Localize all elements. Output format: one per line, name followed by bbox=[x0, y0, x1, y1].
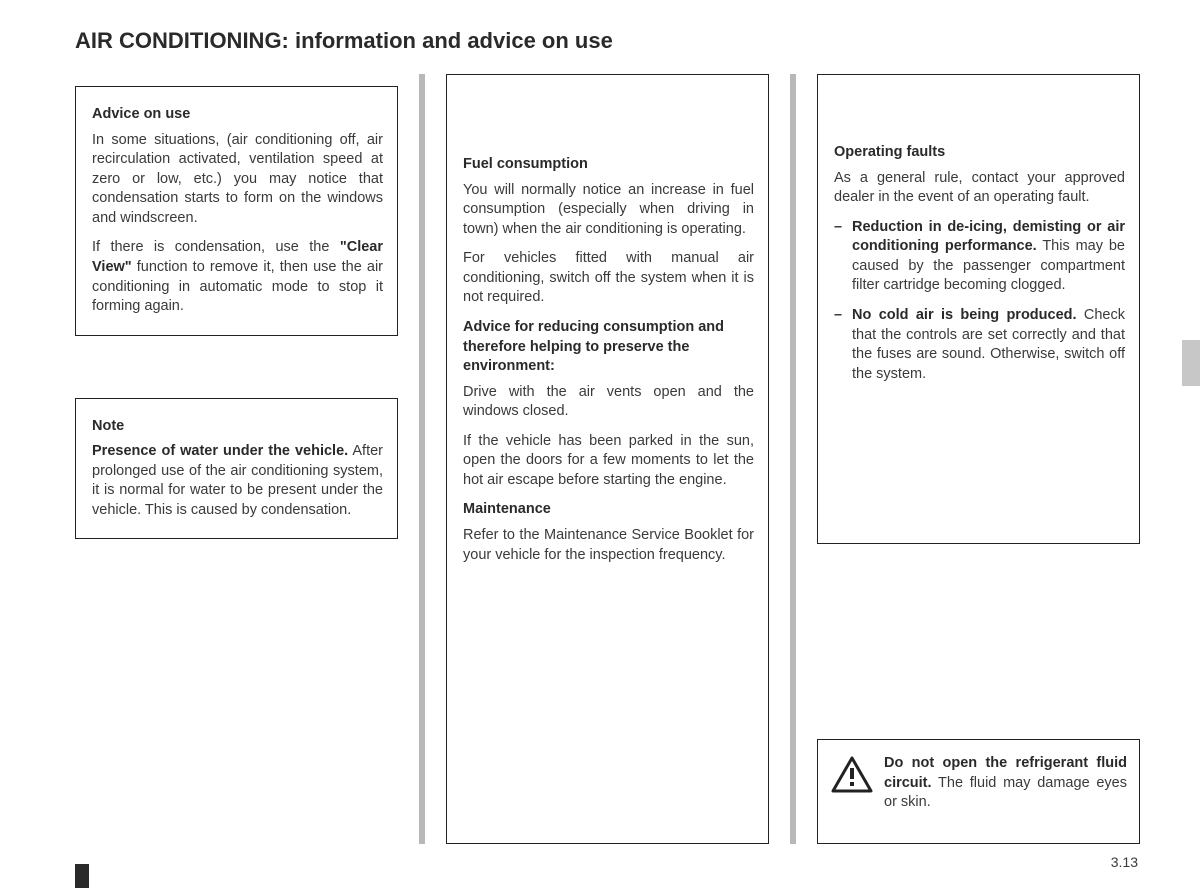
warning-text: Do not open the refrigerant fluid circui… bbox=[884, 754, 1127, 825]
faults-list: Reduction in de-icing, demisting or air … bbox=[834, 218, 1125, 385]
column-gutter-2 bbox=[769, 74, 817, 844]
columns-wrapper: Advice on use In some situations, (air c… bbox=[75, 74, 1140, 844]
advice-p2: If there is condensation, use the "Clear… bbox=[92, 238, 383, 316]
thumb-marker bbox=[75, 864, 89, 888]
column-1: Advice on use In some situations, (air c… bbox=[75, 74, 398, 844]
advice-p2a: If there is condensation, use the bbox=[92, 239, 340, 255]
reduce-heading: Advice for reducing consumption and ther… bbox=[463, 318, 754, 377]
fuel-p2: For vehicles fitted with manual air cond… bbox=[463, 249, 754, 308]
advice-box: Advice on use In some situations, (air c… bbox=[75, 86, 398, 336]
page: AIR CONDITIONING: information and advice… bbox=[0, 0, 1200, 888]
maintenance-heading: Maintenance bbox=[463, 500, 754, 520]
advice-heading: Advice on use bbox=[92, 105, 383, 125]
page-number: 3.13 bbox=[1111, 854, 1138, 870]
faults-p1: As a general rule, contact your approved… bbox=[834, 169, 1125, 208]
advice-p1: In some situations, (air conditioning of… bbox=[92, 131, 383, 229]
maintenance-p1: Refer to the Maintenance Service Booklet… bbox=[463, 526, 754, 565]
note-p1: Presence of water under the vehicle. Aft… bbox=[92, 442, 383, 520]
note-box: Note Presence of water under the vehicle… bbox=[75, 398, 398, 540]
column-2: Fuel consumption You will normally notic… bbox=[446, 74, 769, 844]
fuel-p1: You will normally notice an increase in … bbox=[463, 181, 754, 240]
fuel-box: Fuel consumption You will normally notic… bbox=[446, 74, 769, 844]
note-heading: Note bbox=[92, 417, 383, 437]
warning-box: Do not open the refrigerant fluid circui… bbox=[817, 739, 1140, 844]
gutter-bar bbox=[419, 74, 425, 844]
faults-box: Operating faults As a general rule, cont… bbox=[817, 74, 1140, 544]
reduce-p1: Drive with the air vents open and the wi… bbox=[463, 383, 754, 422]
fuel-heading: Fuel consumption bbox=[463, 155, 754, 175]
side-tab bbox=[1182, 340, 1200, 386]
note-p1a: Presence of water under the vehicle. bbox=[92, 443, 348, 459]
faults-heading: Operating faults bbox=[834, 143, 1125, 163]
page-title: AIR CONDITIONING: information and advice… bbox=[75, 28, 1140, 54]
advice-p2c: function to remove it, then use the air … bbox=[92, 259, 383, 314]
fault2-bold: No cold air is being produced. bbox=[852, 307, 1077, 323]
column-3: Operating faults As a general rule, cont… bbox=[817, 74, 1140, 844]
reduce-p2: If the vehicle has been parked in the su… bbox=[463, 432, 754, 491]
fault-item-2: No cold air is being produced. Check tha… bbox=[834, 306, 1125, 384]
column-gutter-1 bbox=[398, 74, 446, 844]
warning-icon bbox=[830, 754, 874, 794]
gutter-bar bbox=[790, 74, 796, 844]
fault-item-1: Reduction in de-icing, demisting or air … bbox=[834, 218, 1125, 296]
